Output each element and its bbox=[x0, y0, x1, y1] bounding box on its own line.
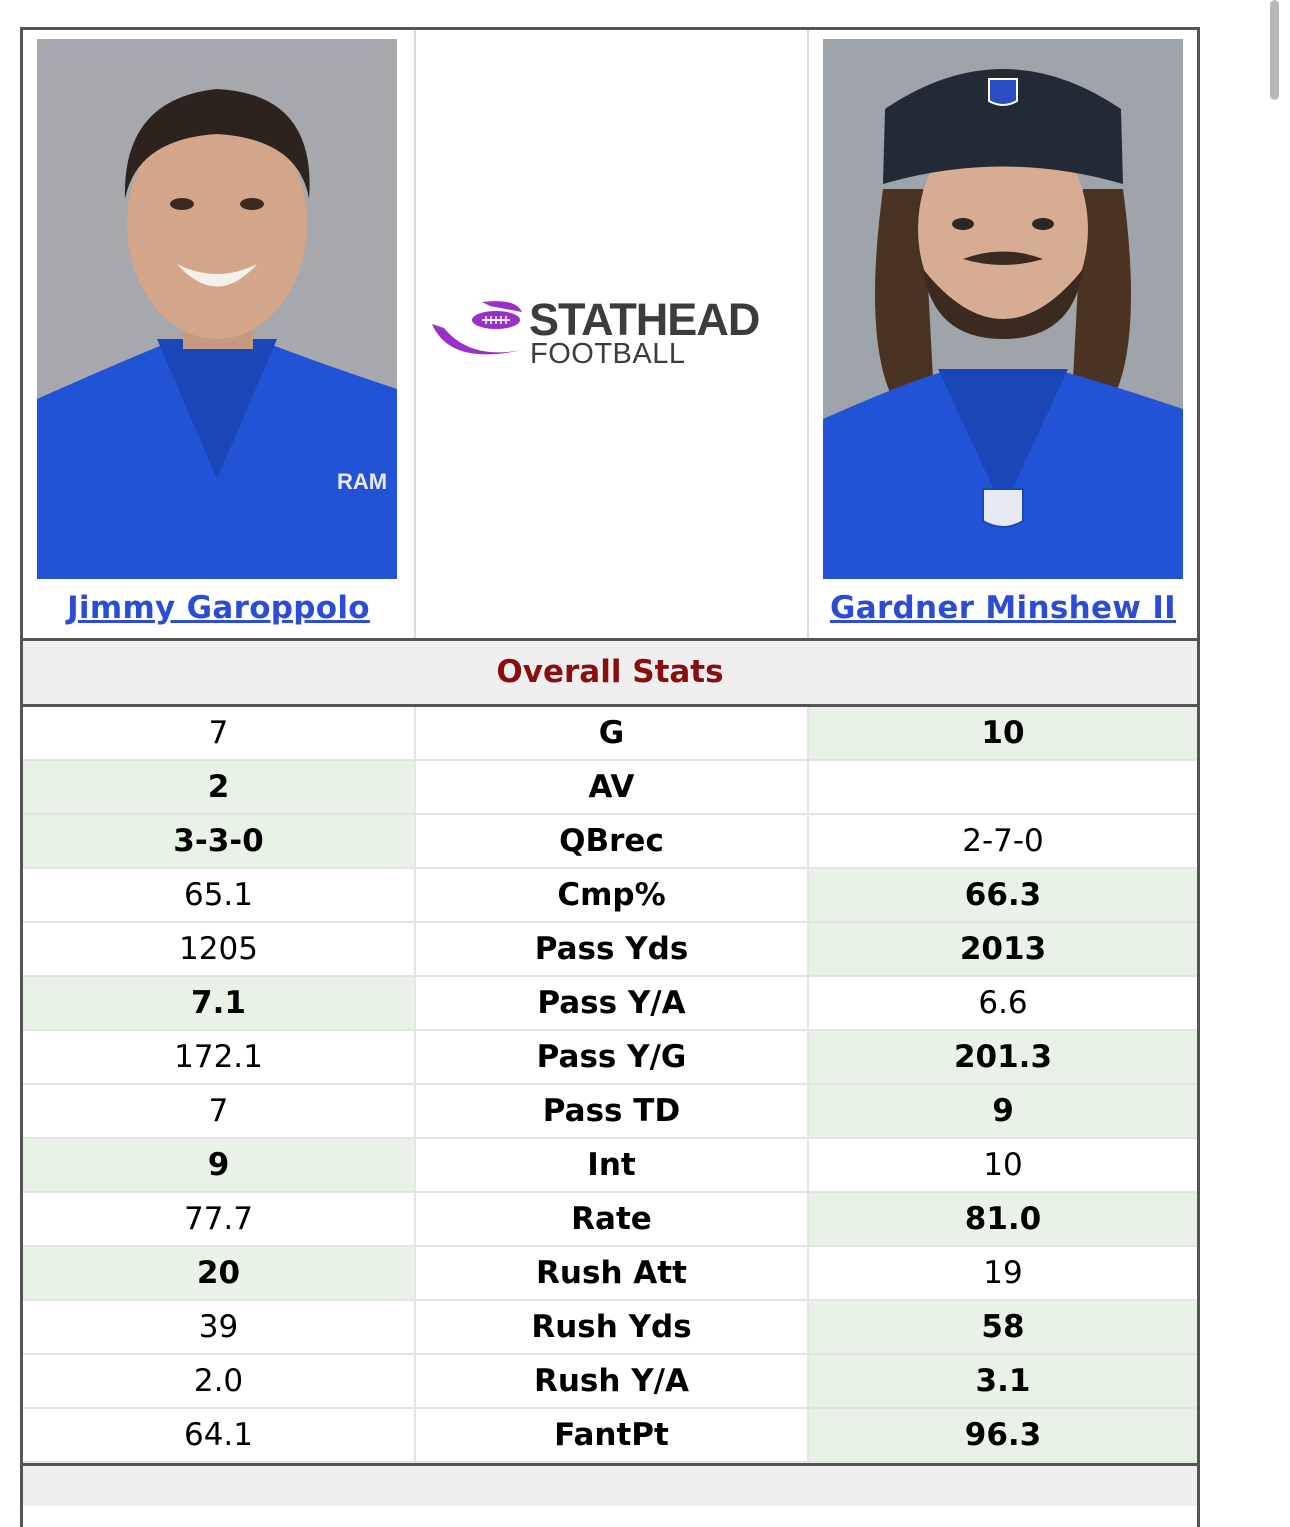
stat-label: Rate bbox=[416, 1193, 809, 1247]
player-link-right[interactable]: Gardner Minshew II bbox=[829, 590, 1176, 626]
player-photo-right bbox=[823, 39, 1183, 579]
stat-label: Cmp% bbox=[416, 869, 809, 923]
stat-label: AV bbox=[416, 761, 809, 815]
stat-row: 9 Int 10 bbox=[23, 1139, 1197, 1193]
stat-value-right: 66.3 bbox=[809, 869, 1197, 923]
stat-label: Rush Yds bbox=[416, 1301, 809, 1355]
stat-value-right: 6.6 bbox=[809, 977, 1197, 1031]
player-link-left[interactable]: Jimmy Garoppolo bbox=[67, 590, 370, 626]
stat-row: 7 Pass TD 9 bbox=[23, 1085, 1197, 1139]
stat-row: 77.7 Rate 81.0 bbox=[23, 1193, 1197, 1247]
stat-value-left: 172.1 bbox=[23, 1031, 416, 1085]
stat-row: 65.1 Cmp% 66.3 bbox=[23, 869, 1197, 923]
svg-text:RAM: RAM bbox=[337, 469, 387, 494]
stat-value-right: 58 bbox=[809, 1301, 1197, 1355]
stat-value-right: 10 bbox=[809, 1139, 1197, 1193]
stat-row: 2 AV bbox=[23, 761, 1197, 815]
football-swoosh-icon bbox=[432, 301, 522, 355]
stat-value-left: 20 bbox=[23, 1247, 416, 1301]
stat-value-left: 2.0 bbox=[23, 1355, 416, 1409]
stat-label: QBrec bbox=[416, 815, 809, 869]
stat-label: Rush Att bbox=[416, 1247, 809, 1301]
stat-value-left: 39 bbox=[23, 1301, 416, 1355]
stat-label: Pass TD bbox=[416, 1085, 809, 1139]
stat-row: 39 Rush Yds 58 bbox=[23, 1301, 1197, 1355]
stat-value-right: 2013 bbox=[809, 923, 1197, 977]
stat-row: 2.0 Rush Y/A 3.1 bbox=[23, 1355, 1197, 1409]
stat-value-right: 201.3 bbox=[809, 1031, 1197, 1085]
stat-value-right: 19 bbox=[809, 1247, 1197, 1301]
logo-subtitle: FOOTBALL bbox=[530, 338, 686, 370]
stat-value-left: 77.7 bbox=[23, 1193, 416, 1247]
stat-value-left: 1205 bbox=[23, 923, 416, 977]
stat-row: 20 Rush Att 19 bbox=[23, 1247, 1197, 1301]
stat-label: G bbox=[416, 707, 809, 761]
player-cell-right: Gardner Minshew II bbox=[809, 30, 1197, 638]
stat-row: 64.1 FantPt 96.3 bbox=[23, 1409, 1197, 1463]
stathead-football-logo[interactable]: STATHEAD FOOTBALL bbox=[430, 294, 796, 370]
stat-value-left: 65.1 bbox=[23, 869, 416, 923]
stat-label: Pass Y/A bbox=[416, 977, 809, 1031]
stat-value-left: 7 bbox=[23, 707, 416, 761]
stat-label: Rush Y/A bbox=[416, 1355, 809, 1409]
stat-value-right: 2-7-0 bbox=[809, 815, 1197, 869]
player-header-row: RAM Jimmy Garoppolo STATHEAD FOOTBALL bbox=[23, 30, 1197, 641]
player-cell-left: RAM Jimmy Garoppolo bbox=[23, 30, 416, 638]
stat-value-right: 10 bbox=[809, 707, 1197, 761]
section-divider bbox=[23, 1463, 1197, 1466]
stat-value-left: 3-3-0 bbox=[23, 815, 416, 869]
stat-value-left: 64.1 bbox=[23, 1409, 416, 1463]
stat-value-left: 2 bbox=[23, 761, 416, 815]
stat-label: Pass Y/G bbox=[416, 1031, 809, 1085]
stat-row: 7.1 Pass Y/A 6.6 bbox=[23, 977, 1197, 1031]
stat-value-left: 7 bbox=[23, 1085, 416, 1139]
stat-row: 7 G 10 bbox=[23, 707, 1197, 761]
stat-value-right: 9 bbox=[809, 1085, 1197, 1139]
stat-label: Pass Yds bbox=[416, 923, 809, 977]
stat-row: 1205 Pass Yds 2013 bbox=[23, 923, 1197, 977]
stat-value-right: 96.3 bbox=[809, 1409, 1197, 1463]
stat-value-left: 7.1 bbox=[23, 977, 416, 1031]
logo-title: STATHEAD bbox=[529, 294, 760, 345]
page-scrollbar[interactable] bbox=[1270, 0, 1279, 100]
stat-row: 172.1 Pass Y/G 201.3 bbox=[23, 1031, 1197, 1085]
next-section-header bbox=[23, 1466, 1197, 1506]
logo-cell: STATHEAD FOOTBALL bbox=[416, 30, 809, 638]
player-photo-left: RAM bbox=[37, 39, 397, 579]
stats-rows: 7 G 10 2 AV 3-3-0 QBrec 2-7-0 65.1 Cmp% 66.3 1205 Pa… bbox=[23, 707, 1197, 1463]
stat-value-right: 3.1 bbox=[809, 1355, 1197, 1409]
stat-value-right: 81.0 bbox=[809, 1193, 1197, 1247]
section-title-overall-stats: Overall Stats bbox=[23, 641, 1197, 707]
player-comparison-table: RAM Jimmy Garoppolo STATHEAD FOOTBALL bbox=[20, 27, 1200, 1527]
stat-label: Int bbox=[416, 1139, 809, 1193]
stat-value-left: 9 bbox=[23, 1139, 416, 1193]
stat-value-right bbox=[809, 761, 1197, 815]
stat-label: FantPt bbox=[416, 1409, 809, 1463]
stat-row: 3-3-0 QBrec 2-7-0 bbox=[23, 815, 1197, 869]
